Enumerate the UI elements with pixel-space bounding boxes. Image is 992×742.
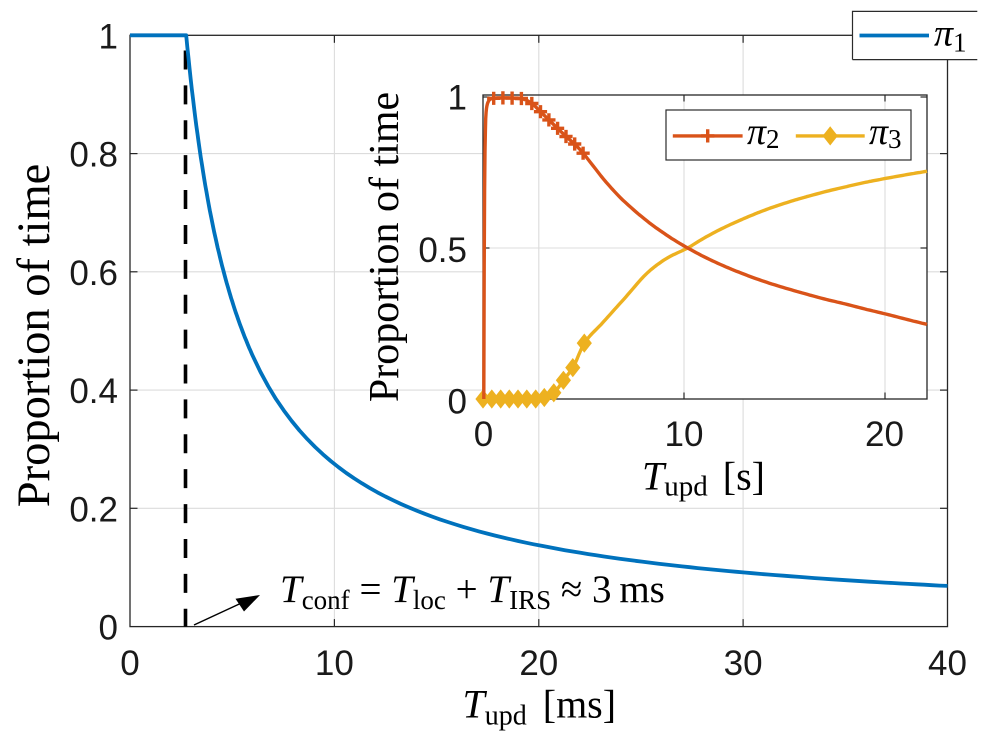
svg-text:Tupd [s]: Tupd [s] [642, 454, 765, 503]
svg-text:20: 20 [865, 415, 904, 454]
svg-text:1: 1 [448, 78, 467, 117]
svg-text:0.5: 0.5 [418, 231, 467, 270]
svg-text:30: 30 [724, 644, 763, 683]
svg-text:40: 40 [928, 644, 967, 683]
svg-text:Tupd [ms]: Tupd [ms] [463, 682, 617, 732]
svg-text:0.4: 0.4 [69, 372, 118, 411]
svg-text:0.6: 0.6 [69, 254, 118, 293]
svg-text:π3: π3 [869, 111, 902, 154]
svg-text:π1: π1 [934, 13, 967, 58]
svg-text:10: 10 [315, 644, 354, 683]
svg-text:0: 0 [120, 644, 139, 683]
svg-text:0.2: 0.2 [69, 490, 118, 529]
svg-text:0: 0 [474, 415, 493, 454]
svg-text:Proportion of time: Proportion of time [362, 92, 408, 402]
svg-text:0.8: 0.8 [69, 136, 118, 175]
svg-text:1: 1 [99, 18, 118, 57]
svg-text:10: 10 [665, 415, 704, 454]
svg-text:Proportion of time: Proportion of time [9, 164, 60, 508]
svg-text:20: 20 [519, 644, 558, 683]
svg-text:Tconf = Tloc + TIRS ≈ 3 ms: Tconf = Tloc + TIRS ≈ 3 ms [280, 568, 665, 615]
svg-text:0: 0 [448, 383, 467, 422]
svg-text:0: 0 [99, 608, 118, 647]
